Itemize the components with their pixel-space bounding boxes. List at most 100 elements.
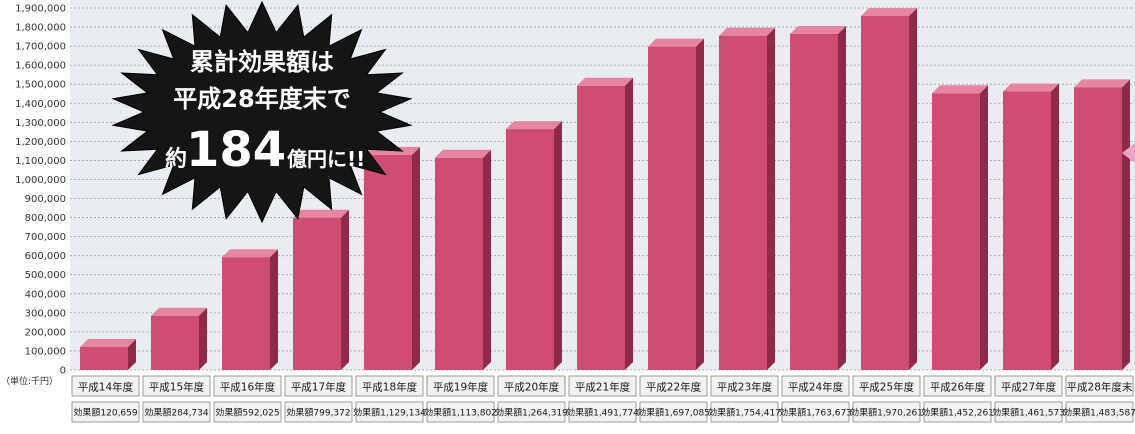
category-label-box xyxy=(639,375,708,397)
bar-side xyxy=(909,8,917,370)
pointer-arrow xyxy=(1122,143,1135,163)
bar-side xyxy=(625,77,633,370)
value-label: 効果額1,461,573 xyxy=(992,407,1065,419)
bar-top xyxy=(435,149,491,158)
value-label-box xyxy=(284,401,353,423)
bar xyxy=(861,16,909,370)
value-label: 効果額1,491,774 xyxy=(566,407,639,419)
value-label-box xyxy=(71,401,140,423)
value-label: 効果額1,113,802 xyxy=(424,407,497,419)
value-labels: 効果額120,659 効果額284,734 効果額592,025 効果額799,372… xyxy=(71,401,1135,423)
category-label-box xyxy=(994,375,1063,397)
bar-10 xyxy=(719,27,775,370)
bar-side xyxy=(270,249,278,370)
bar-top xyxy=(790,25,846,34)
bar-top xyxy=(577,77,633,86)
starburst-shape xyxy=(111,0,413,224)
bar xyxy=(506,129,554,370)
category-label-box xyxy=(355,375,424,397)
category-label-box xyxy=(284,375,353,397)
y-tick-label: 200,000 xyxy=(25,327,66,338)
bar-top xyxy=(222,249,278,258)
value-label: 効果額1,970,261 xyxy=(850,407,923,419)
bar-2 xyxy=(151,307,207,370)
bar-side xyxy=(554,121,562,371)
category-label: 平成16年度 xyxy=(220,381,276,394)
value-label: 効果額592,025 xyxy=(215,407,279,419)
bar xyxy=(222,257,270,370)
value-label-box xyxy=(710,401,779,423)
bar-12 xyxy=(861,8,917,370)
bar-side xyxy=(1122,79,1130,370)
category-label-box xyxy=(213,375,282,397)
value-label: 効果額284,734 xyxy=(144,407,208,419)
bar xyxy=(364,154,412,370)
bar-side xyxy=(838,25,846,371)
value-label-box xyxy=(1065,401,1134,423)
category-label: 平成27年度 xyxy=(1001,381,1057,394)
category-label: 平成24年度 xyxy=(788,381,844,394)
callout-line-3-suffix: 億円に!! xyxy=(287,147,365,171)
y-tick-label: 700,000 xyxy=(25,232,66,243)
callout-line-1: 累計効果額は xyxy=(190,48,334,76)
bar-side xyxy=(341,209,349,370)
bar xyxy=(1003,91,1051,370)
bar-1 xyxy=(80,339,136,370)
bar-3 xyxy=(222,249,278,370)
y-tick-label: 1,000,000 xyxy=(15,175,66,186)
callout-line-2: 平成28年度末で xyxy=(173,85,350,113)
bar-7 xyxy=(506,121,562,371)
category-label: 平成14年度 xyxy=(78,381,134,394)
value-label: 効果額1,129,134 xyxy=(353,407,426,419)
category-label: 平成28年度末 xyxy=(1067,381,1133,394)
category-label: 平成23年度 xyxy=(717,381,773,394)
bar xyxy=(719,35,767,370)
value-label: 効果額1,264,319 xyxy=(495,407,568,419)
value-label: 効果額1,754,417 xyxy=(708,407,781,419)
category-label-box xyxy=(497,375,566,397)
bar-top xyxy=(80,339,136,348)
bar-side xyxy=(199,307,207,370)
bar xyxy=(790,33,838,371)
y-tick-label: 900,000 xyxy=(25,194,66,205)
bar-8 xyxy=(577,77,633,370)
bar-side xyxy=(980,85,988,370)
unit-label: （単位:千円） xyxy=(1,375,58,387)
bar-top xyxy=(293,209,349,218)
bar xyxy=(577,85,625,370)
category-label-box xyxy=(568,375,637,397)
category-label-box xyxy=(852,375,921,397)
starburst-callout: 累計効果額は 平成28年度末で 約 184 億円に!! xyxy=(111,0,413,224)
value-label-box xyxy=(781,401,850,423)
bar-side xyxy=(128,339,136,370)
y-tick-label: 1,300,000 xyxy=(15,118,66,129)
bar-top xyxy=(648,38,704,47)
bar-4 xyxy=(293,209,349,370)
bar-9 xyxy=(648,38,704,371)
bar xyxy=(1074,87,1122,370)
value-label-box xyxy=(142,401,211,423)
y-tick-label: 100,000 xyxy=(25,346,66,357)
y-axis: 0 100,000 200,000 300,000 400,000 500,000 600,… xyxy=(15,4,66,377)
bar-side xyxy=(696,38,704,371)
category-label-box xyxy=(923,375,992,397)
bar-side xyxy=(412,146,420,370)
value-label-box xyxy=(852,401,921,423)
bar-top xyxy=(1074,79,1130,88)
value-label-box xyxy=(426,401,495,423)
bar xyxy=(293,217,341,370)
category-label-box xyxy=(426,375,495,397)
y-tick-label: 1,600,000 xyxy=(15,61,66,72)
value-label: 効果額120,659 xyxy=(73,407,137,419)
value-label-box xyxy=(355,401,424,423)
value-label: 効果額1,763,673 xyxy=(779,407,852,419)
bar-top xyxy=(151,307,207,316)
bar-side xyxy=(483,149,491,370)
bar xyxy=(932,93,980,370)
value-label: 効果額1,697,085 xyxy=(637,407,710,419)
category-label: 平成25年度 xyxy=(859,381,915,394)
category-label: 平成22年度 xyxy=(646,381,702,394)
category-label-box xyxy=(71,375,140,397)
bar-5 xyxy=(364,146,420,370)
